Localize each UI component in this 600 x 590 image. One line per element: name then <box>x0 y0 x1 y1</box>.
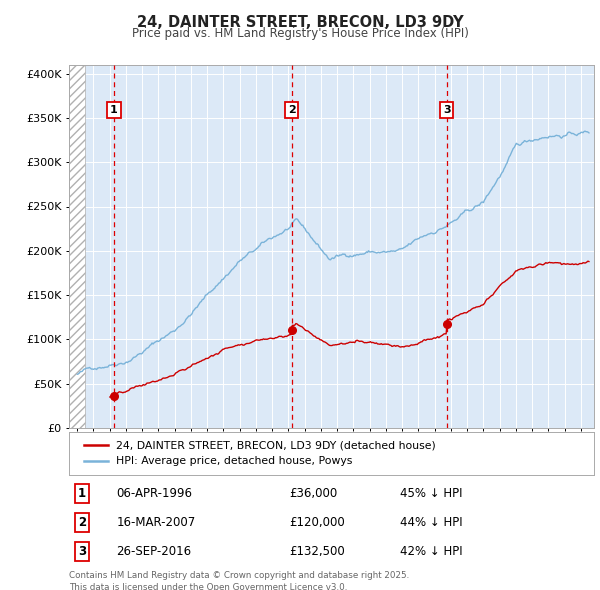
Text: 2: 2 <box>288 105 296 115</box>
Text: 16-MAR-2007: 16-MAR-2007 <box>116 516 196 529</box>
Text: Contains HM Land Registry data © Crown copyright and database right 2025.
This d: Contains HM Land Registry data © Crown c… <box>69 571 409 590</box>
Text: £36,000: £36,000 <box>290 487 338 500</box>
Text: 1: 1 <box>78 487 86 500</box>
Text: Price paid vs. HM Land Registry's House Price Index (HPI): Price paid vs. HM Land Registry's House … <box>131 27 469 40</box>
Text: 1: 1 <box>110 105 118 115</box>
Legend: 24, DAINTER STREET, BRECON, LD3 9DY (detached house), HPI: Average price, detach: 24, DAINTER STREET, BRECON, LD3 9DY (det… <box>80 436 440 471</box>
Text: £132,500: £132,500 <box>290 545 345 558</box>
Text: 26-SEP-2016: 26-SEP-2016 <box>116 545 191 558</box>
Text: £120,000: £120,000 <box>290 516 345 529</box>
Text: 45% ↓ HPI: 45% ↓ HPI <box>400 487 462 500</box>
Text: 42% ↓ HPI: 42% ↓ HPI <box>400 545 463 558</box>
Text: 3: 3 <box>443 105 451 115</box>
Text: 2: 2 <box>78 516 86 529</box>
Text: 3: 3 <box>78 545 86 558</box>
Text: 06-APR-1996: 06-APR-1996 <box>116 487 192 500</box>
Text: 44% ↓ HPI: 44% ↓ HPI <box>400 516 463 529</box>
Text: 24, DAINTER STREET, BRECON, LD3 9DY: 24, DAINTER STREET, BRECON, LD3 9DY <box>137 15 463 30</box>
